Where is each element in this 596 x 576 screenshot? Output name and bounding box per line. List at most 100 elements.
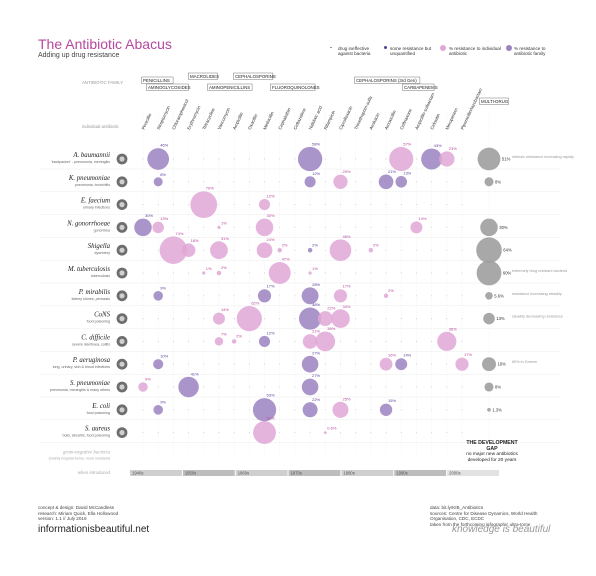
empty-cell-dot [446,226,448,228]
data-link[interactable]: data: bit.ly/KIB_Antibiotics [430,505,484,510]
empty-cell-dot [324,226,326,228]
empty-cell-dot [324,272,326,274]
empty-cell-dot [431,249,433,251]
empty-cell-dot [339,363,342,365]
empty-cell-dot [415,340,418,342]
empty-cell-dot [218,158,220,160]
empty-cell-dot [370,409,372,411]
empty-cell-dot [461,181,463,183]
resistance-bubble [268,262,291,284]
empty-cell-dot [142,318,144,320]
bacteria-name: P. mirabilis [78,289,111,296]
empty-cell-dot [263,363,266,365]
multi-drug-label: 60% [503,271,512,276]
family-axis-label: ANTIBIOTIC FAMILY [82,80,123,85]
resistance-label: 1% [312,266,318,271]
empty-cell-dot [294,432,296,434]
empty-cell-dot [446,295,448,297]
empty-cell-dot [172,181,174,183]
antibiotic-label: Cefoxitin [429,112,441,130]
empty-cell-dot [203,432,205,434]
empty-cell-dot [461,409,463,411]
empty-cell-dot [142,158,144,160]
resistance-bubble [331,309,350,328]
resistance-bubble [210,241,228,260]
empty-cell-dot [431,318,433,320]
legend-some-resistance: some resistance but unquantified [390,46,432,57]
bacteria-description: food poisoning [87,320,110,324]
empty-cell-dot [279,226,281,228]
empty-cell-dot [279,181,281,183]
resistance-bubble [333,174,348,189]
gram-negative-description: (mainly hospital-borne, more resistant) [49,456,110,460]
resistance-label: 2% [373,242,379,247]
empty-cell-dot [263,386,266,388]
antibiotic-label: Cephalothin [277,107,292,131]
empty-cell-dot [355,272,357,274]
family-bracket [402,83,435,91]
resistance-bubble [302,334,318,349]
resistance-label: 9% [160,286,166,291]
resistance-bubble [277,247,282,253]
decade-label: 1970s [291,471,302,476]
empty-cell-dot [400,272,402,274]
bacteria-description: gonorrhea [94,228,110,232]
bacteria-icon-core [119,179,125,185]
bacteria-icon-core [119,156,125,162]
empty-cell-dot [294,272,296,274]
empty-cell-dot [218,432,220,434]
empty-cell-dot [172,409,174,411]
resistance-bubble [153,177,163,187]
family-bracket [141,76,174,84]
family-bracket [146,83,189,91]
empty-cell-dot [339,226,342,228]
brand-link[interactable]: informationisbeautiful.net [38,524,150,535]
empty-cell-dot [218,363,220,365]
bacteria-description: pneumonia, meningitis & many others [50,388,110,392]
empty-cell-dot [248,249,250,251]
empty-cell-dot [233,363,235,365]
empty-cell-dot [355,181,357,183]
empty-cell-dot [461,318,463,320]
empty-cell-dot [309,432,311,434]
family-bracket [207,83,253,91]
empty-cell-dot [431,409,433,411]
empty-cell-dot [370,204,372,206]
resistance-label: 27% [312,350,320,355]
resistance-label: 62% [251,301,259,306]
resistance-label: 24% [267,237,275,242]
empty-cell-dot [415,249,418,251]
row-note: intrinsic resistance increasing rapidly [512,155,574,159]
bacteria-description: pneumonia, bronchitis [75,183,110,187]
bacteria-name: A. baumannii [72,152,110,159]
resistance-label: 12% [312,171,320,176]
resistance-bubble [368,247,374,253]
empty-cell-dot [309,226,311,228]
resistance-label: 2% [221,265,227,270]
resistance-bubble [153,291,163,301]
empty-cell-dot [263,272,266,274]
row-note: 60% in Greece [512,360,537,364]
decade-segment [182,470,235,476]
bacteria-icon-core [119,316,125,322]
resistance-bubble [190,191,218,218]
empty-cell-dot [446,318,448,320]
empty-cell-dot [431,226,433,228]
resistance-bubble [159,236,188,264]
bacteria-icon-core [119,270,125,276]
empty-cell-dot [157,432,159,434]
empty-cell-dot [248,340,250,342]
antibiotic-label: Ampicillin [232,111,245,130]
empty-cell-dot [446,181,448,183]
family-label: CEPHALOSPORINS (3rd Gen) [356,78,417,83]
resistance-bubble [304,176,316,188]
resistance-label: 53% [267,393,275,398]
empty-cell-dot [172,272,174,274]
resistance-label: 58% [312,141,320,146]
multi-drug-bubble [484,177,494,187]
resistance-bubble [212,312,225,325]
empty-cell-dot [279,204,281,206]
resistance-label: 14% [418,216,426,221]
empty-cell-dot [385,158,387,160]
empty-cell-dot [172,295,174,297]
